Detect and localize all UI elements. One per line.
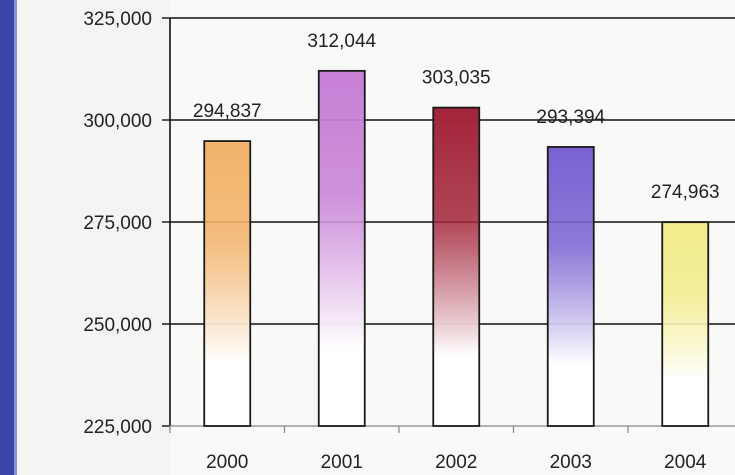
x-tick-label: 2003 [550,452,592,473]
x-tick-label: 2001 [321,452,363,473]
y-tick-label: 225,000 [83,417,152,438]
data-label-2002: 303,035 [422,68,491,89]
x-axis-tick-labels: 2000 2001 2002 2003 2004 [206,452,707,473]
bar-2004 [661,221,710,427]
bar-2002 [432,106,481,427]
data-label-2004: 274,963 [651,182,720,203]
x-tick-label: 2000 [206,452,248,473]
data-label-2000: 294,837 [193,101,262,122]
bar-2001 [317,69,366,427]
x-tick-label: 2004 [664,452,707,473]
frame-accent-bar [0,0,14,475]
data-labels: 294,837 312,044 303,035 293,394 274,963 [193,31,720,203]
data-label-2003: 293,394 [536,107,605,128]
y-tick-label: 325,000 [83,9,152,30]
bar-2003 [546,146,595,427]
y-tick-label: 300,000 [83,111,152,132]
frame-inner-line [14,0,17,475]
y-tick-label: 275,000 [83,213,152,234]
bar-2000 [203,140,252,427]
bars [203,69,710,427]
y-tick-label: 250,000 [83,315,152,336]
data-label-2001: 312,044 [307,31,376,52]
x-tick-label: 2002 [435,452,477,473]
y-axis-tick-labels: 225,000 250,000 275,000 300,000 325,000 [83,9,152,438]
